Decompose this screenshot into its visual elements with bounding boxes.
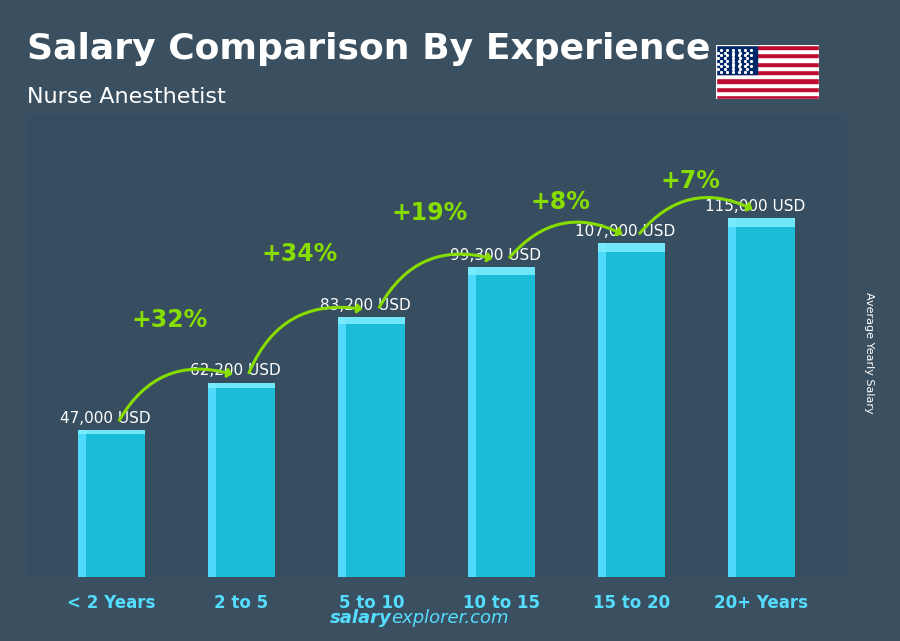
Text: +34%: +34% <box>262 242 338 266</box>
Text: explorer.com: explorer.com <box>392 609 509 627</box>
Bar <box>716 58 819 62</box>
Bar <box>598 243 665 251</box>
Bar <box>208 383 275 577</box>
Text: 99,300 USD: 99,300 USD <box>449 247 541 263</box>
Bar <box>728 219 736 577</box>
Text: 107,000 USD: 107,000 USD <box>575 224 675 238</box>
Bar <box>716 62 819 66</box>
Text: salary: salary <box>329 609 392 627</box>
Text: 83,200 USD: 83,200 USD <box>320 298 410 313</box>
Text: 47,000 USD: 47,000 USD <box>59 411 150 426</box>
Text: +32%: +32% <box>132 308 208 333</box>
Bar <box>716 87 819 91</box>
Bar <box>716 95 819 99</box>
Bar <box>716 53 819 58</box>
Text: Nurse Anesthetist: Nurse Anesthetist <box>27 87 226 106</box>
Bar <box>598 243 607 577</box>
Bar <box>716 78 819 83</box>
Bar <box>77 430 145 577</box>
Bar <box>338 317 346 577</box>
Bar <box>716 45 757 74</box>
Text: Average Yearly Salary: Average Yearly Salary <box>863 292 874 413</box>
Bar <box>728 219 796 577</box>
Bar <box>208 383 217 577</box>
Bar <box>468 267 536 577</box>
Text: Salary Comparison By Experience: Salary Comparison By Experience <box>27 32 710 66</box>
Bar <box>208 383 275 388</box>
Text: 115,000 USD: 115,000 USD <box>705 199 806 213</box>
Bar <box>716 70 819 74</box>
Text: +8%: +8% <box>530 190 590 213</box>
Bar <box>716 49 819 53</box>
Text: 62,200 USD: 62,200 USD <box>190 363 281 378</box>
Bar <box>716 83 819 87</box>
Bar <box>728 219 796 228</box>
Bar <box>716 74 819 78</box>
Bar <box>77 430 86 577</box>
Bar <box>716 91 819 95</box>
Bar <box>468 267 476 577</box>
Bar <box>716 45 819 49</box>
Bar <box>598 243 665 577</box>
Bar <box>77 430 145 434</box>
Bar <box>716 66 819 70</box>
Text: +19%: +19% <box>392 201 468 225</box>
Text: +7%: +7% <box>660 169 720 193</box>
Bar <box>338 317 405 577</box>
Bar <box>468 267 536 275</box>
Bar <box>338 317 405 324</box>
